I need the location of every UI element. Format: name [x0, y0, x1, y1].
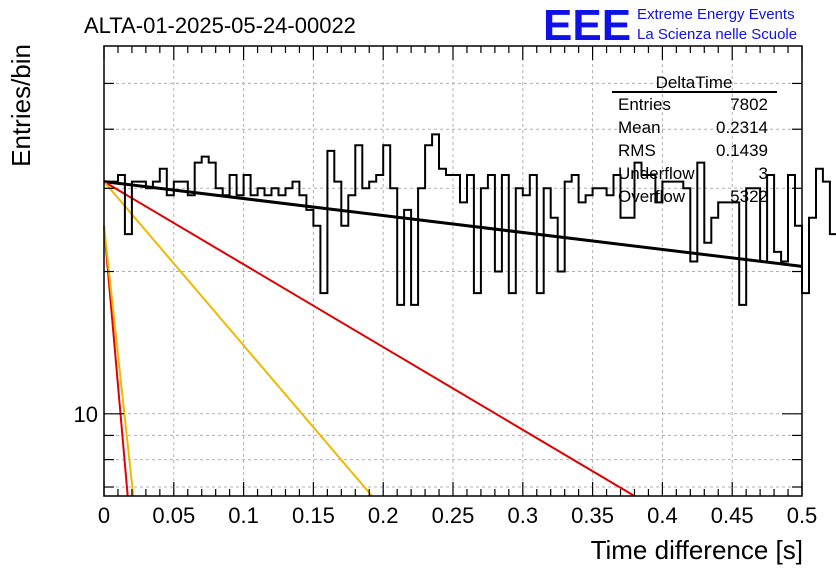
stats-label: Mean: [618, 118, 661, 137]
eee-logo: EEE Extreme Energy Events La Scienza nel…: [543, 1, 797, 50]
x-tick-label: 0.3: [508, 503, 539, 528]
y-axis-title: Entries/bin: [6, 44, 36, 167]
grid: [104, 46, 802, 496]
stats-value: 0.2314: [716, 118, 768, 137]
x-tick-label: 0.15: [292, 503, 335, 528]
x-axis: 0 0.05 0.1 0.15 0.2 0.25 0.3 0.35 0.4 0.45 0.5: [98, 46, 817, 528]
x-tick-label: 0.4: [647, 503, 678, 528]
fit-curve-3: [103, 180, 373, 497]
fit-curve-2: [103, 180, 636, 497]
chart-title: ALTA-01-2025-05-24-00022: [84, 13, 356, 38]
x-tick-label: 0.25: [432, 503, 475, 528]
stats-box: DeltaTime Entries 7802 Mean 0.2314 RMS 0.1439…: [612, 73, 777, 206]
stats-title: DeltaTime: [656, 73, 733, 92]
histogram-outline: [104, 133, 836, 306]
stats-value: 5322: [730, 187, 768, 206]
stats-value: 3: [759, 164, 768, 183]
stats-label: Entries: [618, 95, 671, 114]
eee-logo-line-1: Extreme Energy Events: [637, 6, 795, 23]
x-tick-label: 0.2: [368, 503, 399, 528]
x-tick-label: 0.1: [228, 503, 259, 528]
y-axis: 10: [74, 82, 802, 488]
x-tick-label: 0.05: [152, 503, 195, 528]
eee-logo-line-2: La Scienza nelle Scuole: [637, 26, 797, 43]
y-tick-label: 10: [74, 402, 98, 427]
x-axis-title: Time difference [s]: [591, 535, 803, 565]
fit-curves: [103, 180, 803, 497]
stats-label: Overflow: [618, 187, 686, 206]
x-tick-label: 0: [98, 503, 110, 528]
stats-label: Underflow: [618, 164, 695, 183]
stats-label: RMS: [618, 141, 656, 160]
x-tick-label: 0.35: [571, 503, 614, 528]
fit-curve-5: [103, 225, 135, 497]
stats-value: 0.1439: [716, 141, 768, 160]
x-tick-label: 0.5: [787, 503, 818, 528]
eee-logo-mark: EEE: [543, 1, 631, 50]
x-tick-label: 0.45: [711, 503, 754, 528]
fit-curve-1: [103, 180, 803, 268]
stats-value: 7802: [730, 95, 768, 114]
